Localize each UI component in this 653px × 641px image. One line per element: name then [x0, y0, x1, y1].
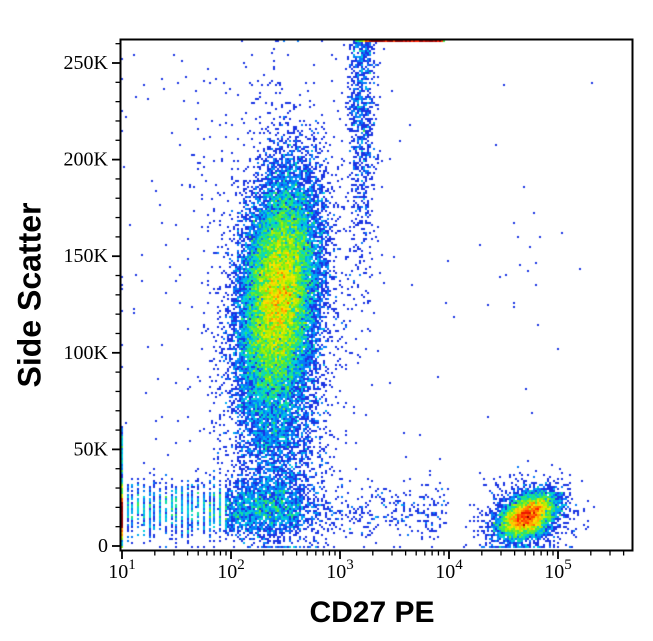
- x-tick-label: 104: [435, 557, 463, 583]
- plot-border: [119, 38, 634, 552]
- x-tick-label: 105: [544, 557, 572, 583]
- x-axis-title: CD27 PE: [309, 596, 435, 629]
- x-tick-label: 102: [217, 557, 245, 583]
- y-tick-label: 100K: [64, 342, 109, 364]
- y-tick-label: 0: [98, 535, 108, 557]
- x-tick-label: 103: [326, 557, 354, 583]
- y-tick-label: 200K: [64, 149, 109, 171]
- y-tick-label: 150K: [64, 245, 109, 267]
- y-axis-title: Side Scatter: [11, 202, 48, 388]
- y-tick-label: 50K: [74, 438, 109, 460]
- x-tick-label: 101: [108, 557, 136, 583]
- y-tick-label: 250K: [64, 52, 109, 74]
- scatter-density-canvas: [121, 40, 632, 550]
